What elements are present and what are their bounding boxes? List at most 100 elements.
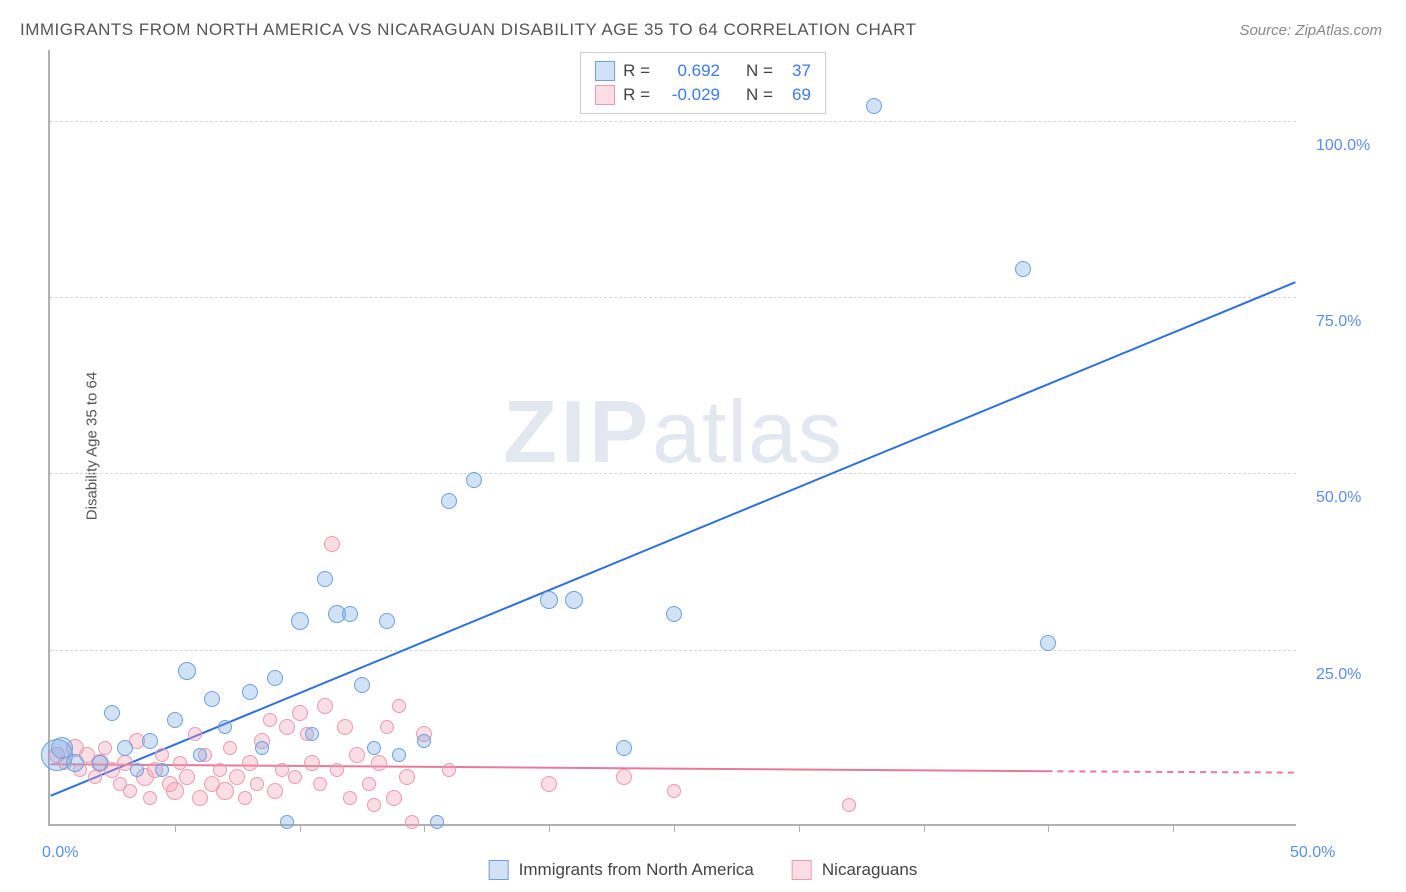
- x-tick-mark: [549, 824, 550, 832]
- legend-item-1: Immigrants from North America: [489, 860, 754, 880]
- gridline-y: [50, 297, 1296, 298]
- data-point: [173, 756, 187, 770]
- data-point: [367, 741, 381, 755]
- data-point: [250, 777, 264, 791]
- data-point: [193, 748, 207, 762]
- y-tick-label: 100.0%: [1316, 137, 1370, 155]
- data-point: [292, 705, 308, 721]
- chart-title: IMMIGRANTS FROM NORTH AMERICA VS NICARAG…: [20, 20, 916, 40]
- data-point: [92, 755, 108, 771]
- gridline-y: [50, 650, 1296, 651]
- data-point: [130, 763, 144, 777]
- data-point: [167, 712, 183, 728]
- data-point: [238, 791, 252, 805]
- data-point: [88, 770, 102, 784]
- data-point: [442, 763, 456, 777]
- data-point: [565, 591, 583, 609]
- data-point: [305, 727, 319, 741]
- data-point: [371, 755, 387, 771]
- data-point: [263, 713, 277, 727]
- swatch-series-1: [595, 61, 615, 81]
- x-tick-label: 0.0%: [42, 844, 78, 862]
- data-point: [386, 790, 402, 806]
- legend-label-2: Nicaraguans: [822, 860, 917, 880]
- data-point: [842, 798, 856, 812]
- trend-lines-layer: [50, 50, 1296, 824]
- data-point: [267, 670, 283, 686]
- data-point: [540, 591, 558, 609]
- data-point: [342, 606, 358, 622]
- r-value-1: 0.692: [658, 61, 720, 81]
- data-point: [104, 705, 120, 721]
- swatch-legend-2: [792, 860, 812, 880]
- data-point: [178, 662, 196, 680]
- data-point: [466, 472, 482, 488]
- data-point: [166, 782, 184, 800]
- x-tick-mark: [799, 824, 800, 832]
- data-point: [417, 734, 431, 748]
- data-point: [155, 763, 169, 777]
- data-point: [1040, 635, 1056, 651]
- data-point: [117, 740, 133, 756]
- n-label-1: N =: [746, 61, 773, 81]
- data-point: [188, 727, 202, 741]
- data-point: [242, 684, 258, 700]
- stats-row-series-1: R = 0.692 N = 37: [595, 59, 811, 83]
- source-attribution: Source: ZipAtlas.com: [1239, 22, 1382, 39]
- swatch-series-2: [595, 85, 615, 105]
- data-point: [123, 784, 137, 798]
- y-tick-label: 75.0%: [1316, 313, 1361, 331]
- swatch-legend-1: [489, 860, 509, 880]
- data-point: [223, 741, 237, 755]
- data-point: [291, 612, 309, 630]
- data-point: [343, 791, 357, 805]
- data-point: [313, 777, 327, 791]
- data-point: [229, 769, 245, 785]
- series-legend: Immigrants from North America Nicaraguan…: [489, 860, 918, 880]
- gridline-y: [50, 473, 1296, 474]
- data-point: [242, 755, 258, 771]
- data-point: [667, 784, 681, 798]
- data-point: [317, 698, 333, 714]
- stats-legend: R = 0.692 N = 37 R = -0.029 N = 69: [580, 52, 826, 114]
- data-point: [288, 770, 302, 784]
- data-point: [379, 613, 395, 629]
- data-point: [143, 791, 157, 805]
- data-point: [213, 763, 227, 777]
- watermark-atlas: atlas: [652, 382, 843, 481]
- data-point: [405, 815, 419, 829]
- x-tick-label: 50.0%: [1290, 844, 1335, 862]
- n-label-2: N =: [746, 85, 773, 105]
- r-label-1: R =: [623, 61, 650, 81]
- legend-item-2: Nicaraguans: [792, 860, 917, 880]
- r-label-2: R =: [623, 85, 650, 105]
- watermark-zip: ZIP: [503, 382, 652, 481]
- data-point: [866, 98, 882, 114]
- data-point: [280, 815, 294, 829]
- data-point: [317, 571, 333, 587]
- n-value-2: 69: [781, 85, 811, 105]
- data-point: [399, 769, 415, 785]
- data-point: [367, 798, 381, 812]
- x-tick-mark: [924, 824, 925, 832]
- watermark: ZIPatlas: [503, 381, 843, 483]
- x-tick-mark: [1173, 824, 1174, 832]
- x-tick-mark: [1048, 824, 1049, 832]
- data-point: [192, 790, 208, 806]
- data-point: [354, 677, 370, 693]
- n-value-1: 37: [781, 61, 811, 81]
- data-point: [362, 777, 376, 791]
- data-point: [337, 719, 353, 735]
- data-point: [616, 769, 632, 785]
- correlation-scatter-chart: IMMIGRANTS FROM NORTH AMERICA VS NICARAG…: [0, 0, 1406, 892]
- data-point: [1015, 261, 1031, 277]
- data-point: [155, 748, 169, 762]
- data-point: [98, 741, 112, 755]
- data-point: [392, 699, 406, 713]
- data-point: [267, 783, 283, 799]
- x-tick-mark: [300, 824, 301, 832]
- data-point: [430, 815, 444, 829]
- legend-label-1: Immigrants from North America: [519, 860, 754, 880]
- data-point: [349, 747, 365, 763]
- data-point: [279, 719, 295, 735]
